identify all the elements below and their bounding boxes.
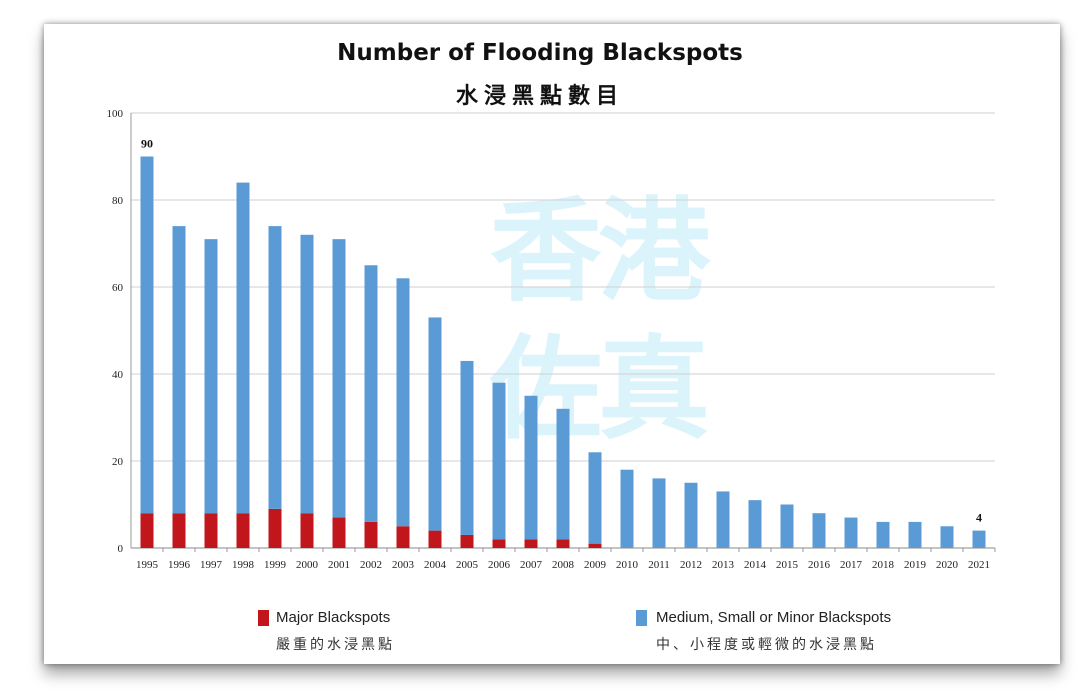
bar-major-2001	[332, 517, 346, 548]
bar-minor-2001	[332, 239, 346, 518]
legend-label-minor: Medium, Small or Minor Blackspots	[656, 609, 892, 626]
bar-minor-2010	[620, 469, 634, 548]
x-tick-label: 2018	[872, 559, 895, 571]
x-tick-label: 2000	[296, 559, 319, 571]
x-tick-label: 2001	[328, 559, 350, 571]
x-tick-label: 2012	[680, 559, 702, 571]
x-tick-label: 2013	[712, 559, 735, 571]
x-tick-label: 2008	[552, 559, 575, 571]
legend-label-major-zh: 嚴重的水浸黑點	[276, 637, 395, 653]
bar-major-2009	[588, 543, 602, 548]
bar-major-2005	[460, 534, 474, 548]
bar-minor-2006	[492, 382, 506, 540]
y-tick-label: 20	[112, 456, 124, 468]
x-tick-label: 2011	[648, 559, 670, 571]
legend-label-minor-zh: 中、小程度或輕微的水浸黑點	[656, 637, 877, 653]
legend-swatch-minor	[636, 610, 647, 626]
bar-minor-2015	[780, 504, 794, 548]
bar-major-1996	[172, 513, 186, 548]
bar-minor-1999	[268, 226, 282, 509]
x-tick-label: 1995	[136, 559, 159, 571]
x-tick-label: 2019	[904, 559, 927, 571]
x-tick-label: 1998	[232, 559, 255, 571]
x-tick-label: 2014	[744, 559, 767, 571]
bar-minor-1997	[204, 239, 218, 514]
bar-major-2008	[556, 539, 570, 548]
data-label-2021: 4	[976, 511, 982, 525]
bar-minor-2021	[972, 530, 986, 548]
bar-minor-1996	[172, 226, 186, 514]
bar-major-1995	[140, 513, 154, 548]
x-tick-label: 2017	[840, 559, 863, 571]
bar-major-2000	[300, 513, 314, 548]
x-tick-label: 2009	[584, 559, 607, 571]
x-tick-label: 2003	[392, 559, 415, 571]
bar-minor-2007	[524, 395, 538, 540]
bar-minor-2019	[908, 521, 922, 548]
bar-major-2006	[492, 539, 506, 548]
bar-major-1999	[268, 508, 282, 548]
bar-major-2003	[396, 526, 410, 548]
x-tick-label: 2004	[424, 559, 447, 571]
bar-minor-2020	[940, 526, 954, 548]
y-tick-label: 0	[118, 543, 124, 555]
y-tick-label: 40	[112, 369, 124, 381]
bar-minor-1995	[140, 156, 154, 514]
x-tick-label: 1999	[264, 559, 287, 571]
bar-minor-2017	[844, 517, 858, 548]
legend-label-major: Major Blackspots	[276, 609, 391, 626]
bar-minor-2009	[588, 452, 602, 544]
y-tick-label: 80	[112, 195, 124, 207]
bar-major-1997	[204, 513, 218, 548]
chart-title: Number of Flooding Blackspots	[337, 40, 743, 66]
bar-minor-2000	[300, 234, 314, 514]
x-tick-label: 2015	[776, 559, 799, 571]
bar-major-2007	[524, 539, 538, 548]
bar-minor-2016	[812, 513, 826, 548]
x-tick-label: 1997	[200, 559, 223, 571]
bar-minor-2003	[396, 278, 410, 527]
bar-minor-2005	[460, 360, 474, 535]
y-tick-label: 100	[107, 108, 124, 120]
data-label-1995: 90	[141, 137, 153, 151]
bar-minor-1998	[236, 182, 250, 514]
x-tick-label: 2016	[808, 559, 831, 571]
bar-major-1998	[236, 513, 250, 548]
bar-minor-2002	[364, 265, 378, 522]
x-tick-label: 2021	[968, 559, 990, 571]
x-tick-label: 1996	[168, 559, 191, 571]
bar-minor-2011	[652, 478, 666, 548]
x-tick-label: 2006	[488, 559, 511, 571]
x-tick-label: 2005	[456, 559, 479, 571]
bar-minor-2014	[748, 500, 762, 548]
bar-minor-2013	[716, 491, 730, 548]
watermark-line-1: 香港	[490, 187, 710, 317]
y-tick-label: 60	[112, 282, 124, 294]
bar-minor-2004	[428, 317, 442, 531]
x-tick-label: 2020	[936, 559, 959, 571]
x-tick-label: 2007	[520, 559, 543, 571]
bar-major-2004	[428, 530, 442, 548]
bar-major-2002	[364, 521, 378, 548]
x-tick-label: 2002	[360, 559, 382, 571]
bar-minor-2012	[684, 482, 698, 548]
legend-swatch-major	[258, 610, 269, 626]
bar-minor-2008	[556, 408, 570, 540]
bar-minor-2018	[876, 521, 890, 548]
chart-subtitle: 水浸黑點數目	[455, 84, 624, 109]
x-tick-label: 2010	[616, 559, 639, 571]
